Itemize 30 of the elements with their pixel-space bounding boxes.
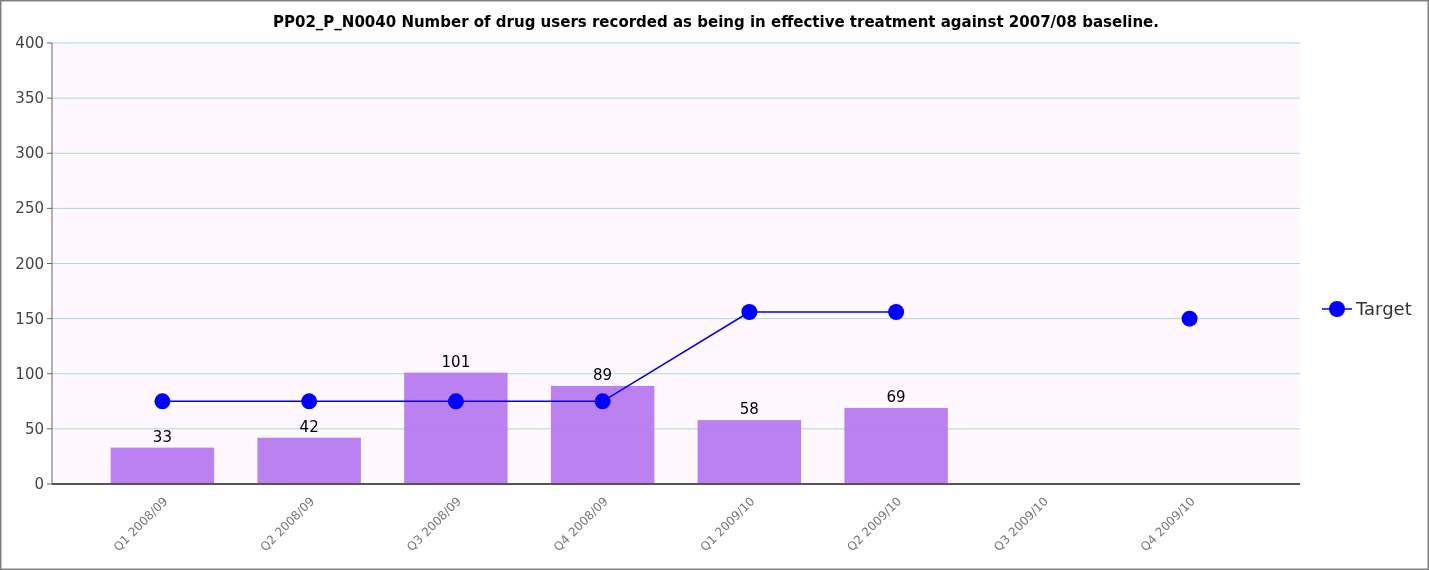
y-tick-label: 350 <box>15 89 44 108</box>
bar <box>257 437 361 484</box>
point <box>1181 310 1198 327</box>
point <box>594 393 611 410</box>
point <box>888 304 905 321</box>
y-tick-label: 50 <box>24 419 44 438</box>
y-tick-label: 250 <box>15 199 44 218</box>
y-tick-label: 0 <box>34 475 44 493</box>
bar <box>110 447 215 484</box>
bar <box>404 372 508 484</box>
point <box>301 393 318 410</box>
chart-title: PP02_P_N0040 Number of drug users recorded as being in effective treatment against 2007/08 baseline. <box>273 13 1159 31</box>
y-tick-label: 300 <box>15 144 44 163</box>
y-tick-label: 200 <box>15 254 44 273</box>
point <box>741 304 758 321</box>
point <box>154 393 171 410</box>
bar <box>844 407 948 484</box>
data-label: 58 <box>739 400 759 419</box>
point <box>447 393 464 410</box>
data-label: 101 <box>441 352 471 371</box>
data-label: 69 <box>886 387 906 406</box>
data-label: 42 <box>299 417 319 436</box>
legend-label: Target <box>1355 298 1412 319</box>
y-tick-label: 100 <box>15 364 44 383</box>
y-tick-label: 150 <box>15 309 44 328</box>
y-tick-label: 400 <box>15 34 44 52</box>
bar <box>550 385 655 484</box>
data-label: 33 <box>152 427 172 446</box>
data-label: 89 <box>593 365 613 384</box>
bar <box>697 420 802 484</box>
